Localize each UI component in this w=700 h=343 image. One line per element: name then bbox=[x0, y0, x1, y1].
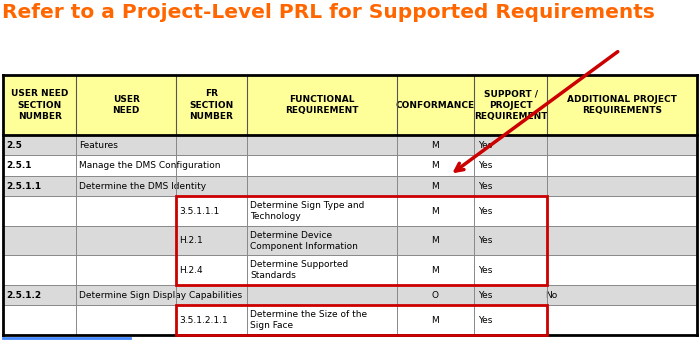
Bar bbox=[3, 135, 697, 155]
Text: Determine the DMS Identity: Determine the DMS Identity bbox=[79, 182, 206, 191]
Bar bbox=[176, 196, 547, 285]
Text: USER
NEED: USER NEED bbox=[113, 95, 140, 115]
Text: H.2.1: H.2.1 bbox=[179, 236, 203, 245]
Text: H.2.4: H.2.4 bbox=[179, 266, 202, 275]
Text: M: M bbox=[431, 141, 439, 150]
Text: FR
SECTION
NUMBER: FR SECTION NUMBER bbox=[190, 90, 234, 121]
Bar bbox=[3, 306, 697, 335]
Text: M: M bbox=[431, 236, 439, 245]
Text: No: No bbox=[545, 291, 557, 300]
FancyArrowPatch shape bbox=[456, 52, 618, 171]
Text: M: M bbox=[431, 266, 439, 275]
Text: 2.5.1.2: 2.5.1.2 bbox=[6, 291, 41, 300]
Text: O: O bbox=[432, 291, 439, 300]
Text: FUNCTIONAL
REQUIREMENT: FUNCTIONAL REQUIREMENT bbox=[285, 95, 358, 115]
Text: Yes: Yes bbox=[478, 182, 492, 191]
Text: 2.5.1: 2.5.1 bbox=[6, 161, 32, 170]
Bar bbox=[3, 256, 697, 285]
Text: M: M bbox=[431, 316, 439, 325]
Bar bbox=[3, 75, 697, 135]
Text: Determine Device
Component Information: Determine Device Component Information bbox=[250, 231, 358, 250]
Bar bbox=[176, 306, 547, 335]
Text: ADDITIONAL PROJECT
REQUIREMENTS: ADDITIONAL PROJECT REQUIREMENTS bbox=[567, 95, 677, 115]
Text: 3.5.1.2.1.1: 3.5.1.2.1.1 bbox=[179, 316, 228, 325]
Text: Determine Sign Type and
Technology: Determine Sign Type and Technology bbox=[250, 201, 365, 221]
Text: CONFORMANCE: CONFORMANCE bbox=[395, 100, 475, 109]
Text: Yes: Yes bbox=[478, 206, 492, 216]
Text: USER NEED
SECTION
NUMBER: USER NEED SECTION NUMBER bbox=[11, 90, 69, 121]
Text: M: M bbox=[431, 206, 439, 216]
Bar bbox=[3, 176, 697, 196]
Text: Yes: Yes bbox=[478, 266, 492, 275]
Bar bbox=[3, 226, 697, 256]
Text: Determine Sign Display Capabilities: Determine Sign Display Capabilities bbox=[79, 291, 242, 300]
Text: Manage the DMS Configuration: Manage the DMS Configuration bbox=[79, 161, 221, 170]
Text: M: M bbox=[431, 182, 439, 191]
Text: Determine the Size of the
Sign Face: Determine the Size of the Sign Face bbox=[250, 310, 368, 330]
Text: Determine Supported
Standards: Determine Supported Standards bbox=[250, 260, 349, 280]
Text: 2.5: 2.5 bbox=[6, 141, 22, 150]
Text: M: M bbox=[431, 161, 439, 170]
Text: Yes: Yes bbox=[478, 141, 492, 150]
Text: SUPPORT /
PROJECT
REQUIREMENT: SUPPORT / PROJECT REQUIREMENT bbox=[474, 90, 547, 121]
Text: Features: Features bbox=[79, 141, 118, 150]
Bar bbox=[3, 285, 697, 306]
Text: Yes: Yes bbox=[478, 236, 492, 245]
Text: Yes: Yes bbox=[478, 291, 492, 300]
Text: Yes: Yes bbox=[478, 316, 492, 325]
Bar bbox=[3, 196, 697, 226]
Text: Refer to a Project-Level PRL for Supported Requirements: Refer to a Project-Level PRL for Support… bbox=[2, 3, 655, 22]
Bar bbox=[3, 155, 697, 176]
Text: 3.5.1.1.1: 3.5.1.1.1 bbox=[179, 206, 219, 216]
Text: Yes: Yes bbox=[478, 161, 492, 170]
Text: 2.5.1.1: 2.5.1.1 bbox=[6, 182, 41, 191]
